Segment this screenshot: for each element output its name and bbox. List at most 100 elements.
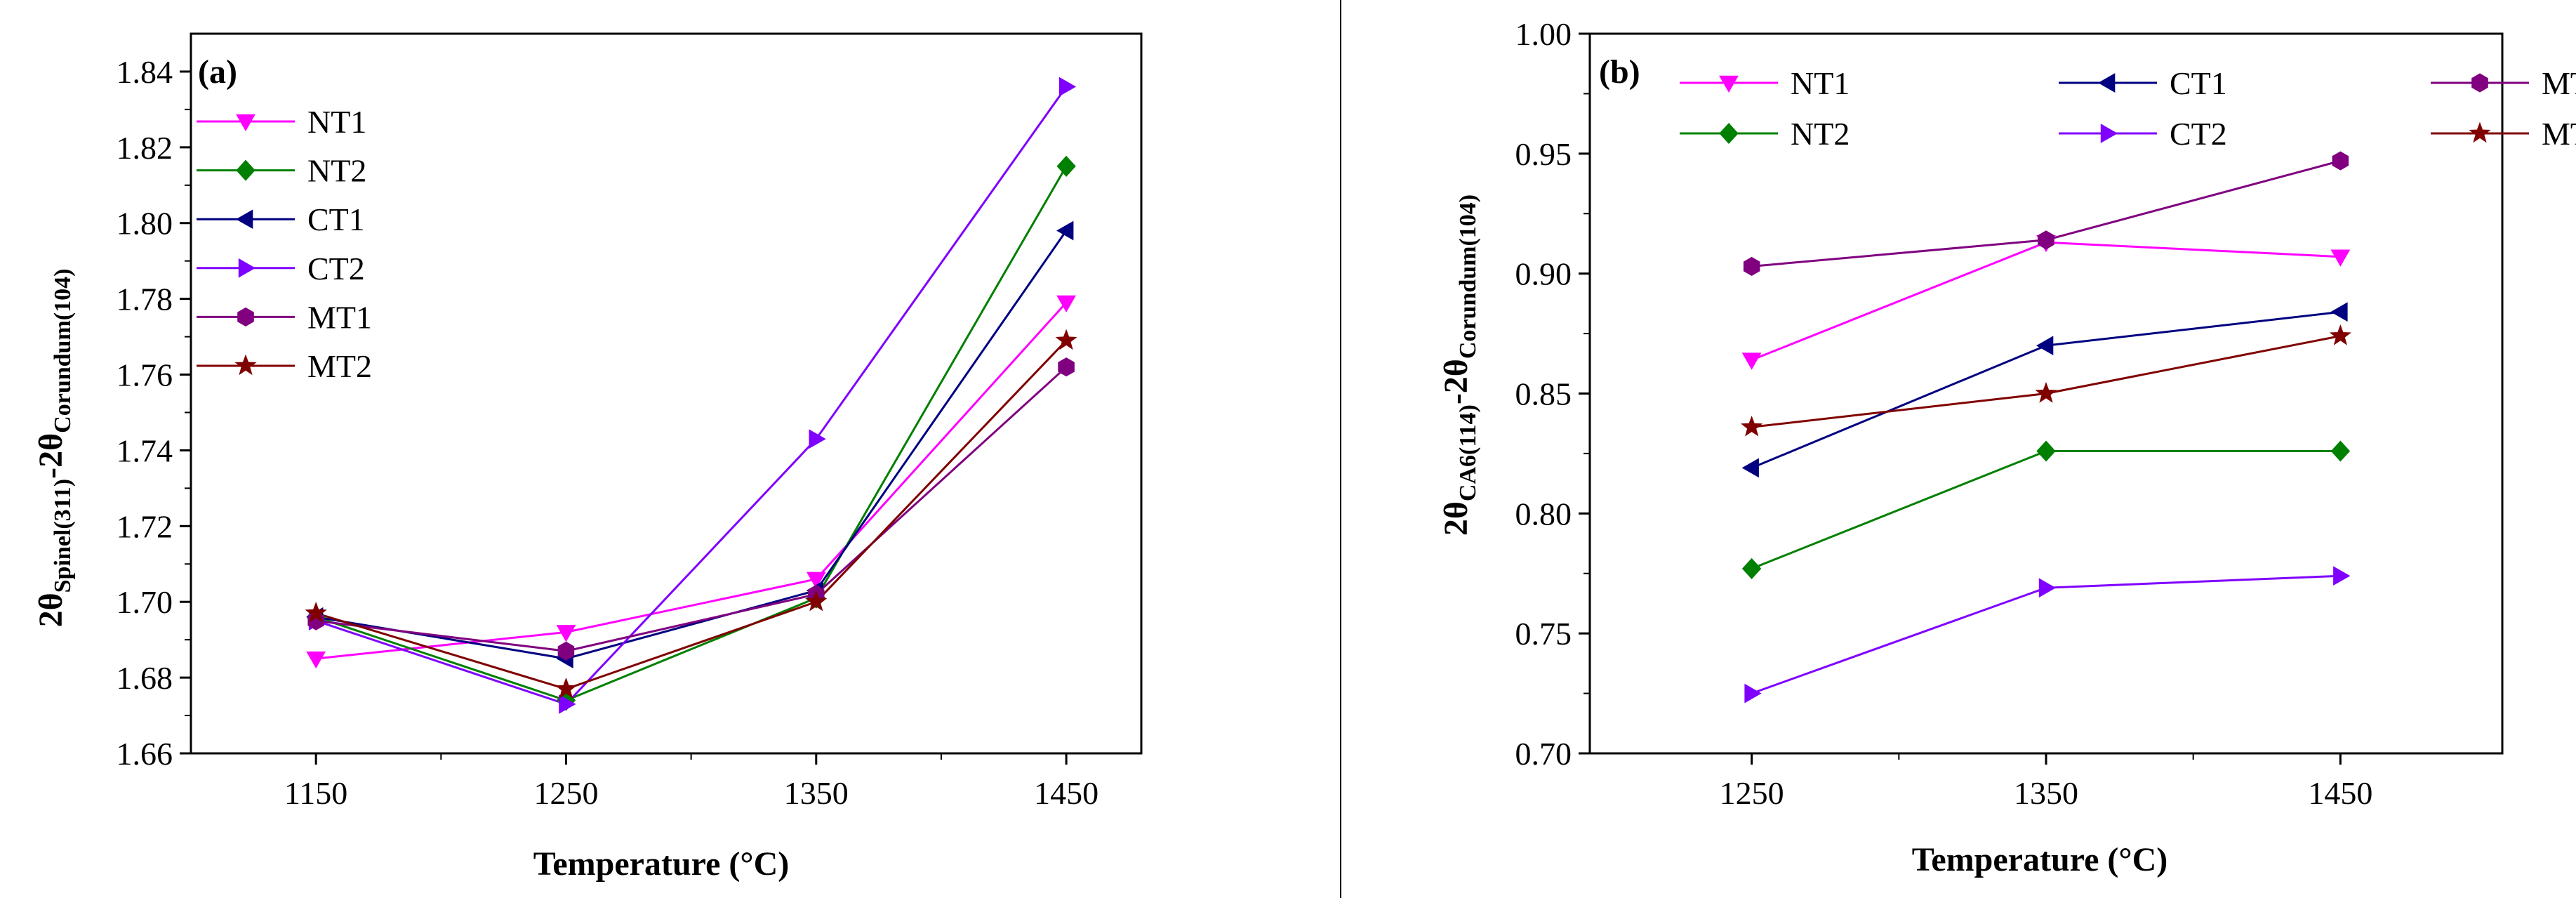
legend-marker-ct1 (235, 209, 253, 230)
chart-b: (b) Temperature (°C) 2θCA6(114)-2θCorund… (1438, 16, 2576, 878)
data-point-mt2 (2329, 324, 2351, 345)
y-title-sub2: Corundum(104) (1455, 194, 1481, 359)
y-tick-label: 1.68 (117, 660, 173, 696)
legend-label-mt2: MT2 (2542, 116, 2576, 152)
y-title-sub1: CA6(114) (1455, 404, 1481, 501)
data-point-ct1 (1741, 458, 1759, 478)
y-tick-label: 1.78 (117, 282, 173, 317)
data-point-ct2 (1058, 77, 1077, 97)
y-tick-label: 0.95 (1515, 136, 1572, 172)
y-tick-label: 1.00 (1515, 16, 1572, 52)
y-tick-label: 1.84 (117, 54, 173, 90)
y-tick-label: 0.80 (1515, 496, 1572, 531)
series-line-nt1 (316, 301, 1068, 660)
plot-frame (190, 32, 1143, 755)
legend-marker-mt1 (2471, 73, 2488, 93)
data-point-nt1 (556, 625, 576, 642)
y-title-prefix: 2θ (32, 593, 69, 627)
data-point-nt1 (2330, 249, 2351, 267)
x-tick-label: 1250 (1720, 775, 1784, 811)
legend-marker-nt1 (236, 114, 255, 132)
data-point-mt2 (1741, 415, 1763, 437)
legend-marker-mt2 (234, 354, 257, 376)
legend-marker-ct2 (238, 258, 256, 278)
x-tick-label: 1350 (2014, 775, 2078, 811)
y-axis-title-a: 2θSpinel(311)-2θCorundum(104) (32, 269, 76, 628)
y-title-sub1: Spinel(311) (50, 479, 76, 593)
y-title-mid: -2θ (1438, 359, 1475, 404)
x-tick-label: 1450 (1034, 775, 1098, 811)
data-point-nt1 (806, 572, 826, 589)
series-line-mt1 (316, 366, 1068, 652)
data-point-mt1 (1743, 256, 1760, 276)
data-point-mt2 (305, 601, 327, 623)
series-line-ct1 (315, 230, 1068, 660)
y-title-prefix: 2θ (1438, 501, 1475, 536)
x-axis-title-b: Temperature (°C) (1912, 841, 2167, 878)
y-tick-label: 0.85 (1515, 376, 1572, 412)
y-tick-label: 1.66 (117, 736, 173, 772)
y-tick-label: 1.82 (117, 130, 173, 166)
series-line-ct2 (315, 86, 1068, 706)
legend-marker-mt1 (237, 307, 254, 326)
data-point-mt2 (555, 677, 578, 699)
y-tick-label: 1.76 (117, 357, 173, 393)
data-point-nt2 (1056, 155, 1076, 177)
y-tick-label: 1.74 (117, 433, 173, 468)
y-tick-label: 0.75 (1515, 616, 1572, 652)
legend-label-ct1: CT1 (2170, 65, 2227, 101)
y-title-sub2: Corundum(104) (50, 269, 76, 433)
data-point-mt2 (805, 590, 828, 612)
y-tick-label: 0.70 (1515, 736, 1572, 772)
data-point-ct1 (2330, 302, 2348, 322)
data-point-mt1 (557, 641, 575, 661)
legend-label-ct2: CT2 (307, 251, 365, 286)
legend-label-mt2: MT2 (307, 348, 372, 384)
data-point-mt1 (2332, 151, 2349, 171)
legend-marker-ct2 (2100, 124, 2118, 143)
legend-label-mt1: MT1 (2542, 65, 2576, 101)
panel-label-b: (b) (1599, 53, 1640, 91)
legend-label-ct1: CT1 (307, 202, 365, 237)
data-point-nt1 (1741, 352, 1762, 370)
legend-marker-mt2 (2469, 121, 2491, 143)
legend-marker-ct1 (2097, 73, 2116, 93)
data-point-ct2 (559, 694, 576, 714)
legend-label-ct2: CT2 (2170, 116, 2227, 152)
x-tick-label: 1150 (284, 775, 347, 811)
legend-label-nt1: NT1 (307, 104, 366, 140)
data-point-nt1 (1056, 295, 1076, 313)
legend-label-nt2: NT2 (307, 153, 366, 189)
y-axis-title-b: 2θCA6(114)-2θCorundum(104) (1438, 194, 1481, 536)
data-point-nt2 (2330, 440, 2351, 462)
data-point-ct1 (2036, 336, 2054, 356)
data-point-nt1 (306, 651, 326, 669)
y-tick-label: 1.80 (117, 206, 173, 242)
chart-a: (a) Temperature (°C) 2θSpinel(311)-2θCor… (32, 32, 1143, 883)
series-line-nt2 (315, 166, 1068, 702)
data-point-mt1 (1058, 357, 1075, 377)
data-point-mt2 (1055, 329, 1077, 350)
x-tick-label: 1250 (533, 775, 598, 811)
data-point-mt1 (2038, 230, 2054, 250)
legend-marker-nt2 (1719, 122, 1739, 145)
legend-label-mt1: MT1 (307, 299, 372, 335)
data-point-ct2 (1744, 683, 1762, 704)
y-title-mid: -2θ (32, 433, 69, 479)
legend-label-nt2: NT2 (1791, 116, 1850, 152)
data-point-ct2 (809, 429, 826, 449)
data-point-nt2 (1741, 557, 1762, 579)
panel-label-a: (a) (198, 53, 237, 91)
data-point-ct2 (2333, 566, 2351, 586)
data-point-ct1 (1056, 220, 1074, 241)
legend-marker-nt1 (1719, 75, 1739, 93)
y-tick-label: 1.70 (117, 584, 173, 620)
x-tick-label: 1350 (784, 775, 849, 811)
legend-marker-nt2 (236, 159, 255, 181)
x-tick-label: 1450 (2308, 775, 2372, 811)
data-point-nt2 (2036, 440, 2056, 462)
y-tick-label: 0.90 (1515, 256, 1572, 292)
data-point-ct2 (2038, 578, 2057, 598)
legend-label-nt1: NT1 (1791, 65, 1850, 101)
